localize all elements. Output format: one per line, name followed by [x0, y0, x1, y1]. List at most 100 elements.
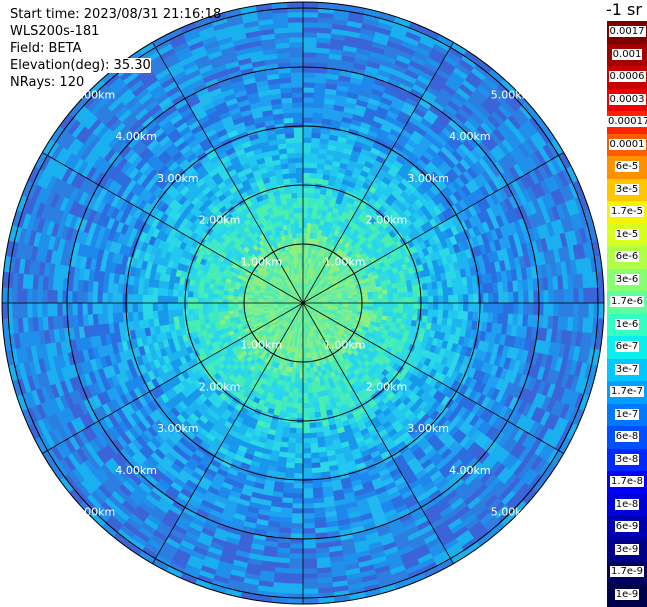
gate-cell [117, 302, 123, 313]
gate-cell [302, 488, 314, 494]
gate-cell [152, 287, 159, 296]
gate-cell [310, 447, 319, 454]
gate-cell [172, 295, 179, 304]
gate-cell [289, 427, 297, 434]
gate-cell [288, 568, 304, 575]
gate-cell [177, 289, 184, 297]
gate-cell [306, 382, 313, 389]
gate-cell [292, 493, 304, 499]
gate-cell [302, 503, 315, 509]
gate-cell [463, 302, 469, 312]
gate-cell [132, 302, 138, 313]
gate-cell [309, 422, 317, 429]
gate-cell [297, 402, 304, 409]
gate-cell [302, 578, 318, 585]
gate-cell [232, 306, 239, 311]
gate-cell [92, 302, 98, 315]
gate-cell [289, 548, 304, 555]
gate-cell [192, 291, 199, 298]
gate-cell [427, 302, 434, 311]
gate-cell [310, 442, 319, 449]
gate-cell [292, 488, 304, 494]
gate-cell [311, 472, 322, 479]
gate-cell [1, 302, 8, 320]
gate-cell [21, 288, 28, 304]
gate-cell [523, 302, 530, 316]
gate-cell [295, 443, 304, 449]
gate-cell [402, 308, 409, 315]
gate-cell [306, 377, 312, 384]
gate-cell [187, 290, 194, 298]
gate-cell [66, 290, 73, 304]
gate-cell [548, 302, 555, 317]
gate-cell [302, 463, 312, 469]
gate-cell [493, 302, 499, 314]
gate-cell [192, 302, 199, 310]
gate-cell [293, 483, 304, 489]
gate-cell [107, 292, 113, 304]
gate-cell [162, 309, 169, 318]
gate-cell [137, 285, 144, 295]
gate-cell [284, 411, 292, 419]
gate-cell [422, 309, 429, 317]
gate-cell [192, 296, 199, 304]
gate-cell [36, 302, 43, 318]
gate-cell [142, 294, 148, 304]
gate-cell [227, 306, 234, 312]
gate-cell [308, 402, 315, 409]
gate-cell [212, 298, 219, 304]
gate-cell [292, 498, 304, 504]
gate-cell [112, 302, 118, 314]
gate-cell [227, 298, 234, 304]
gate-cell [16, 302, 23, 319]
gate-cell [397, 307, 404, 314]
gate-cell [172, 289, 179, 297]
gate-cell [309, 432, 318, 439]
gate-cell [298, 372, 304, 379]
gate-cell [308, 412, 316, 419]
gate-cell [212, 311, 220, 318]
gate-cell [202, 302, 209, 309]
gate-cell [294, 463, 304, 469]
gate-cell [302, 563, 318, 570]
gate-cell [302, 443, 311, 449]
gate-cell [286, 452, 296, 459]
gate-cell [302, 433, 311, 439]
gate-cell [286, 598, 304, 605]
gate-cell [558, 302, 565, 317]
gate-cell [222, 294, 229, 300]
gate-cell [302, 422, 310, 429]
gate-cell [302, 382, 308, 389]
gate-cell [583, 302, 590, 319]
gate-cell [51, 289, 58, 304]
gate-cell [422, 302, 429, 310]
gate-cell [503, 302, 509, 315]
gate-cell [302, 453, 312, 459]
gate-cell [483, 302, 489, 313]
gate-cell [217, 302, 224, 308]
gate-cell [302, 518, 315, 524]
gate-cell [11, 287, 18, 304]
gate-cell [553, 302, 560, 317]
gate-cell [302, 588, 319, 595]
gate-cell [302, 528, 316, 535]
gate-cell [293, 473, 304, 479]
gate-cell [288, 573, 304, 580]
gate-cell [291, 407, 298, 414]
gate-cell [252, 305, 259, 309]
gate-cell [177, 309, 184, 317]
gate-cell [288, 563, 304, 570]
gate-cell [302, 377, 308, 384]
gate-cell [432, 309, 439, 318]
gate-cell [207, 312, 215, 319]
gate-cell [433, 302, 439, 311]
gate-cell [162, 302, 168, 311]
gate-cell [296, 407, 304, 414]
gate-cell [305, 347, 309, 354]
gate-cell [202, 307, 209, 314]
gate-cell [578, 302, 585, 318]
gate-cell [302, 533, 316, 540]
gate-cell [310, 377, 316, 384]
gate-cell [222, 310, 229, 316]
gate-cell [473, 302, 479, 313]
